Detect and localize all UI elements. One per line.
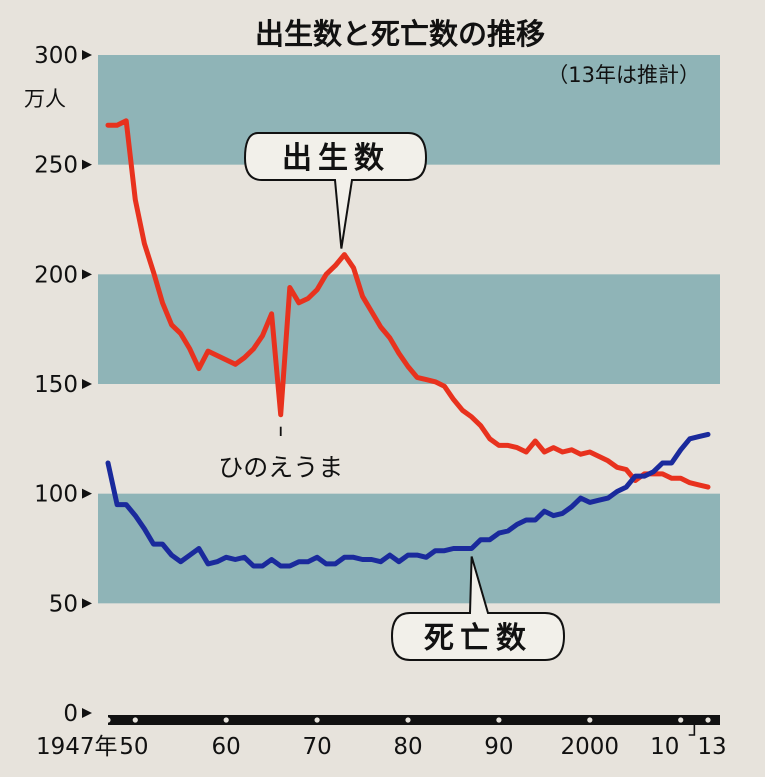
- births-callout-bubble: [243, 132, 428, 249]
- y-tick-marker: [82, 379, 92, 389]
- births-callout-label: 出生数: [282, 141, 390, 176]
- y-tick-label: 0: [63, 701, 78, 727]
- series-line-births: [105, 118, 711, 490]
- chart-title: 出生数と死亡数の推移: [255, 17, 545, 51]
- x-tick-bracket: [688, 722, 696, 736]
- y-tick-label: 50: [49, 591, 78, 617]
- x-tick-dot: [223, 717, 229, 723]
- chart-note: （13年は推計）: [547, 63, 700, 87]
- y-axis: 0 50 100 150 200 250 300: [34, 43, 92, 727]
- x-tick-dot: [132, 717, 138, 723]
- y-tick-marker: [82, 708, 92, 718]
- x-tick-label: 13: [697, 734, 726, 760]
- x-tick-label: 80: [393, 734, 422, 760]
- x-tick-dot: [314, 717, 320, 723]
- x-tick-label: 50: [119, 734, 148, 760]
- y-tick-marker: [82, 269, 92, 280]
- x-tick-label: 90: [484, 734, 513, 760]
- y-tick-label: 200: [34, 262, 78, 288]
- x-tick-label: 2000: [561, 734, 620, 760]
- series-lines: [105, 118, 711, 569]
- x-tick-dot: [678, 717, 684, 723]
- y-tick-label: 300: [34, 43, 78, 69]
- y-tick-marker: [82, 598, 92, 609]
- x-tick-label: 1947年: [36, 734, 118, 760]
- deaths-callout-bubble: [390, 556, 566, 661]
- x-tick-label: 70: [302, 734, 331, 760]
- grid-bands: [98, 55, 720, 604]
- y-tick-marker: [82, 488, 92, 499]
- x-axis: 1947年 50 60 70 80 90 2000 10 13: [36, 715, 727, 760]
- x-axis-bar: [108, 715, 720, 725]
- x-tick-dot: [587, 717, 593, 723]
- hinoeuma-label: ひのえうま: [218, 453, 343, 482]
- y-axis-unit: 万人: [24, 87, 66, 111]
- y-tick-marker: [82, 159, 92, 170]
- y-tick-label: 100: [34, 482, 78, 508]
- y-tick-label: 150: [34, 372, 78, 398]
- x-tick-label: 10: [650, 734, 679, 760]
- x-tick-label: 60: [212, 734, 241, 760]
- x-tick-dot: [705, 717, 711, 723]
- series-line-deaths: [105, 431, 711, 569]
- x-tick-dot: [105, 717, 111, 723]
- deaths-callout-label: 死亡数: [424, 621, 532, 656]
- y-tick-marker: [82, 50, 92, 60]
- grid-band-0: [98, 493, 720, 604]
- x-tick-dot: [405, 717, 411, 723]
- y-tick-label: 250: [34, 153, 78, 179]
- x-tick-dot: [496, 717, 502, 723]
